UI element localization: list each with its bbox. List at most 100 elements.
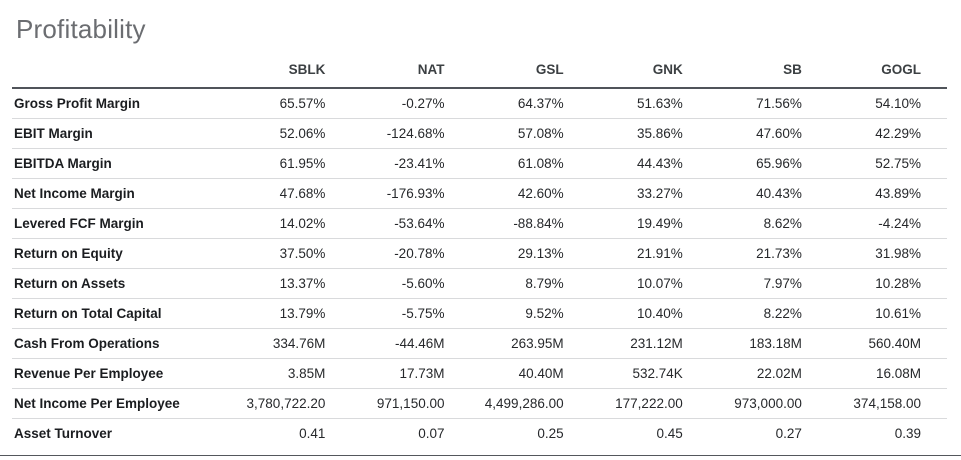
table-header-row: SBLK NAT GSL GNK SB GOGL xyxy=(12,60,947,89)
cell-value: 37.50% xyxy=(232,238,352,269)
cell-value: 40.43% xyxy=(708,178,828,209)
metric-column-header xyxy=(12,60,233,89)
row-label: Net Income Margin xyxy=(12,178,233,209)
cell-value: 183.18M xyxy=(708,328,828,359)
cell-value: 10.61% xyxy=(827,298,947,329)
table-row: Gross Profit Margin 65.57% -0.27% 64.37% 51.… xyxy=(12,88,947,119)
cell-value: 47.60% xyxy=(708,118,828,149)
cell-value: 33.27% xyxy=(589,178,709,209)
cell-value: -176.93% xyxy=(351,178,471,209)
cell-value: 42.60% xyxy=(470,178,590,209)
table-row: EBITDA Margin 61.95% -23.41% 61.08% 44.43% 65… xyxy=(12,148,947,179)
row-label: EBITDA Margin xyxy=(12,148,233,179)
cell-value: 40.40M xyxy=(470,358,590,389)
cell-value: 177,222.00 xyxy=(589,388,709,419)
bottom-divider xyxy=(0,455,961,456)
table-row: Return on Assets 13.37% -5.60% 8.79% 10.07% 7… xyxy=(12,268,947,299)
cell-value: 29.13% xyxy=(470,238,590,269)
cell-value: 8.22% xyxy=(708,298,828,329)
cell-value: 10.40% xyxy=(589,298,709,329)
cell-value: 3.85M xyxy=(232,358,352,389)
cell-value: 57.08% xyxy=(470,118,590,149)
cell-value: 231.12M xyxy=(589,328,709,359)
cell-value: -0.27% xyxy=(351,88,471,119)
table-header: SBLK NAT GSL GNK SB GOGL xyxy=(12,60,947,89)
cell-value: 532.74K xyxy=(589,358,709,389)
cell-value: 8.62% xyxy=(708,208,828,239)
row-label: Cash From Operations xyxy=(12,328,233,359)
row-label: Return on Assets xyxy=(12,268,233,299)
column-header-gogl: GOGL xyxy=(827,60,947,89)
cell-value: 54.10% xyxy=(827,88,947,119)
table-row: Net Income Margin 47.68% -176.93% 42.60% 33.… xyxy=(12,178,947,209)
table-row: EBIT Margin 52.06% -124.68% 57.08% 35.86% 47.… xyxy=(12,118,947,149)
cell-value: 44.43% xyxy=(589,148,709,179)
table-body: Gross Profit Margin 65.57% -0.27% 64.37% 51.… xyxy=(12,88,947,448)
cell-value: 0.07 xyxy=(418,426,445,441)
row-label: Net Income Per Employee xyxy=(12,388,233,419)
table-row: Levered FCF Margin 14.02% -53.64% -88.84% 19… xyxy=(12,208,947,239)
cell-value: 0.27 xyxy=(775,426,802,441)
cell-value: 560.40M xyxy=(827,328,947,359)
cell-value: -4.24% xyxy=(827,208,947,239)
cell-value: 61.08% xyxy=(470,148,590,179)
table-row: Asset Turnover 0.41 0.07 0.25 0.45 0.27 0.39 xyxy=(12,419,947,449)
cell-value: 0.45 xyxy=(656,426,683,441)
cell-value: -5.75% xyxy=(351,298,471,329)
cell-value: 16.08M xyxy=(827,358,947,389)
table-row: Revenue Per Employee 3.85M 17.73M 40.40M 532… xyxy=(12,358,947,389)
cell-value: 374,158.00 xyxy=(827,388,947,419)
cell-value: 61.95% xyxy=(232,148,352,179)
row-label: Return on Equity xyxy=(12,238,233,269)
cell-value: 65.96% xyxy=(708,148,828,179)
cell-value: 22.02M xyxy=(708,358,828,389)
cell-value: 9.52% xyxy=(470,298,590,329)
column-header-sblk: SBLK xyxy=(232,60,352,89)
cell-value: 52.06% xyxy=(232,118,352,149)
cell-value: 13.37% xyxy=(232,268,352,299)
cell-value: 971,150.00 xyxy=(351,388,471,419)
cell-value: 10.28% xyxy=(827,268,947,299)
cell-value: 42.29% xyxy=(827,118,947,149)
cell-value: 51.63% xyxy=(589,88,709,119)
cell-value: -5.60% xyxy=(351,268,471,299)
cell-value: 14.02% xyxy=(232,208,352,239)
profitability-table: SBLK NAT GSL GNK SB GOGL Gross Profit Margin 6… xyxy=(12,60,947,448)
cell-value: -88.84% xyxy=(470,208,590,239)
cell-value: 17.73M xyxy=(351,358,471,389)
row-label: Return on Total Capital xyxy=(12,298,233,329)
table-row: Net Income Per Employee 3,780,722.20 971,1… xyxy=(12,388,947,419)
cell-value: 334.76M xyxy=(232,328,352,359)
cell-value: 52.75% xyxy=(827,148,947,179)
cell-value: 4,499,286.00 xyxy=(470,388,590,419)
table-row: Cash From Operations 334.76M -44.46M 263.95… xyxy=(12,328,947,359)
table-row: Return on Equity 37.50% -20.78% 29.13% 21.91… xyxy=(12,238,947,269)
row-label: Gross Profit Margin xyxy=(12,88,233,119)
row-label: Revenue Per Employee xyxy=(12,358,233,389)
cell-value: 71.56% xyxy=(708,88,828,119)
cell-value: 13.79% xyxy=(232,298,352,329)
cell-value: 31.98% xyxy=(827,238,947,269)
cell-value: 47.68% xyxy=(232,178,352,209)
table-row: Return on Total Capital 13.79% -5.75% 9.52%… xyxy=(12,298,947,329)
cell-value: 43.89% xyxy=(827,178,947,209)
column-header-nat: NAT xyxy=(351,60,471,89)
page-title: Profitability xyxy=(16,14,146,44)
cell-value: 19.49% xyxy=(589,208,709,239)
cell-value: 65.57% xyxy=(232,88,352,119)
row-label: EBIT Margin xyxy=(12,118,233,149)
cell-value: -53.64% xyxy=(351,208,471,239)
cell-value: 8.79% xyxy=(470,268,590,299)
cell-value: -20.78% xyxy=(351,238,471,269)
cell-value: -44.46M xyxy=(351,328,471,359)
cell-value: 21.73% xyxy=(708,238,828,269)
cell-value: 263.95M xyxy=(470,328,590,359)
column-header-gsl: GSL xyxy=(470,60,590,89)
cell-value: 64.37% xyxy=(470,88,590,119)
cell-value: -23.41% xyxy=(351,148,471,179)
column-header-sb: SB xyxy=(708,60,828,89)
row-label: Asset Turnover xyxy=(14,426,113,441)
cell-value: 10.07% xyxy=(589,268,709,299)
cell-value: 7.97% xyxy=(708,268,828,299)
